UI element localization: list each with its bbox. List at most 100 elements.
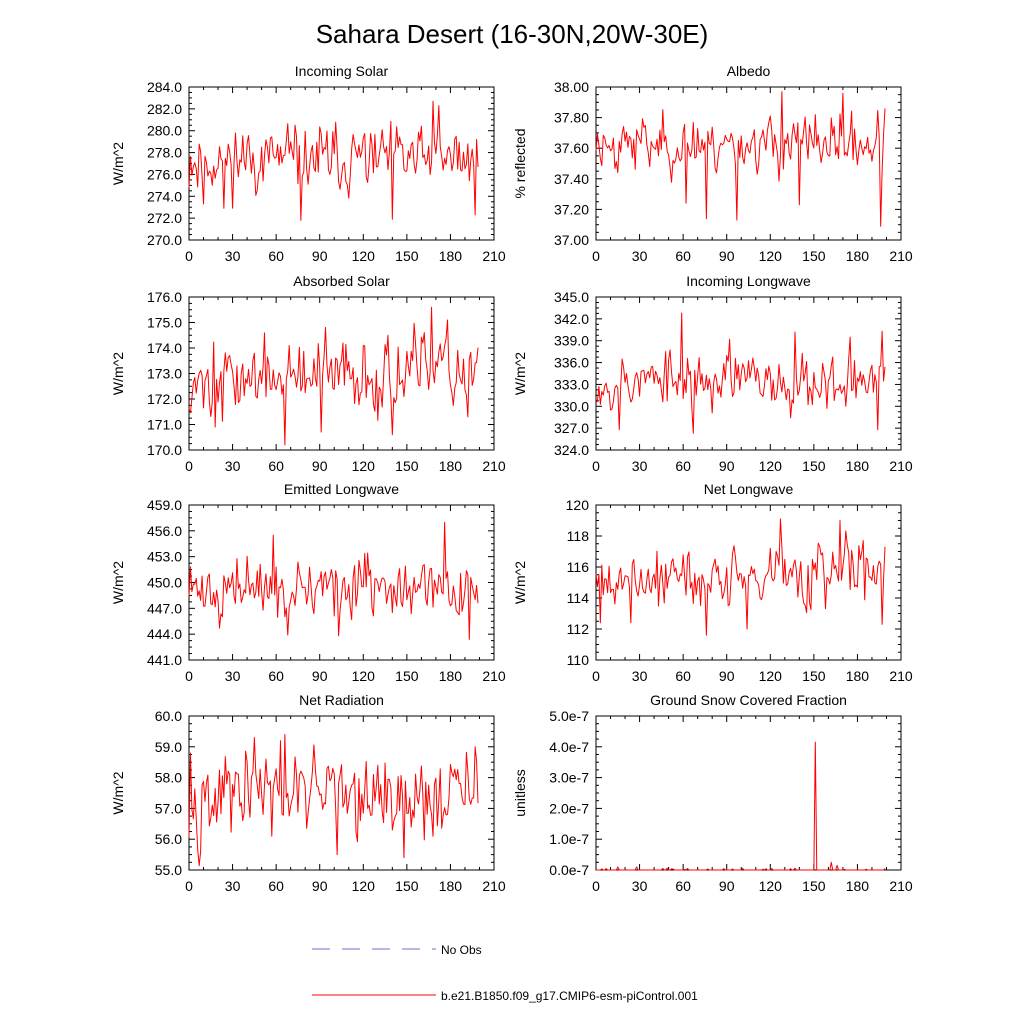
x-tick-label: 210 (482, 458, 506, 474)
panel-albedo: Albedo 0 30 60 90 120 150 180 210 37.00 37.20 37.40… (512, 63, 913, 264)
panel-title: Incoming Longwave (686, 273, 811, 289)
y-tick-label: 4.0e-7 (549, 739, 589, 755)
x-tick-label: 210 (482, 668, 506, 684)
y-tick-label: 342.0 (554, 311, 589, 327)
x-tick-label: 90 (719, 458, 735, 474)
x-tick-label: 150 (395, 458, 419, 474)
x-tick-label: 0 (185, 668, 193, 684)
x-tick-label: 210 (482, 878, 506, 894)
x-tick-label: 0 (185, 248, 193, 264)
plot-frame (188, 86, 495, 241)
y-tick-label: 171.0 (147, 417, 182, 433)
x-tick-label: 60 (675, 248, 691, 264)
x-tick-label: 30 (225, 878, 241, 894)
x-tick-label: 0 (592, 878, 600, 894)
x-tick-label: 150 (395, 668, 419, 684)
y-tick-label: 118 (567, 528, 590, 544)
series-line-model (188, 100, 479, 221)
y-tick-label: 57.0 (155, 800, 182, 816)
y-tick-label: 274.0 (147, 188, 182, 204)
plot-frame (595, 86, 902, 241)
y-tick-label: 1.0e-7 (549, 831, 589, 847)
y-tick-label: 37.40 (554, 171, 589, 187)
x-tick-label: 90 (312, 458, 328, 474)
x-tick-label: 90 (312, 878, 328, 894)
x-tick-label: 210 (889, 878, 913, 894)
panel-incoming-longwave: Incoming Longwave 0 30 60 90 120 150 180 210 324.… (512, 273, 913, 474)
x-tick-label: 150 (802, 878, 826, 894)
legend-label-no-obs: No Obs (441, 943, 482, 957)
x-tick-label: 0 (592, 668, 600, 684)
y-tick-label: 276.0 (147, 166, 182, 182)
x-tick-label: 30 (225, 668, 241, 684)
x-tick-label: 60 (268, 458, 284, 474)
x-tick-label: 180 (846, 458, 870, 474)
y-tick-label: 173.0 (147, 366, 182, 382)
x-tick-label: 150 (802, 248, 826, 264)
y-tick-label: 174.0 (147, 340, 182, 356)
y-tick-label: 112 (567, 621, 590, 637)
series-line-model (188, 521, 479, 640)
plot-frame (595, 715, 902, 871)
y-tick-label: 60.0 (155, 708, 182, 724)
y-tick-label: 110 (567, 652, 590, 668)
y-tick-label: 441.0 (147, 652, 182, 668)
panel-net-longwave: Net Longwave 0 30 60 90 120 150 180 210 110 112 114… (512, 481, 913, 684)
panel-title: Net Radiation (299, 692, 384, 708)
panel-title: Net Longwave (704, 481, 794, 497)
x-tick-label: 120 (352, 668, 376, 684)
y-tick-label: 37.00 (554, 232, 589, 248)
y-axis-label: W/m^2 (110, 561, 126, 604)
y-tick-label: 272.0 (147, 210, 182, 226)
series-line-model (595, 518, 886, 636)
x-tick-label: 90 (719, 668, 735, 684)
y-axis-label: W/m^2 (110, 142, 126, 185)
x-tick-label: 120 (352, 248, 376, 264)
x-tick-label: 150 (395, 248, 419, 264)
series-line-model (596, 741, 886, 871)
x-tick-label: 210 (889, 248, 913, 264)
plot-frame (188, 296, 495, 451)
x-tick-label: 0 (592, 458, 600, 474)
y-tick-label: 2.0e-7 (549, 800, 589, 816)
x-tick-label: 60 (675, 878, 691, 894)
y-tick-label: 176.0 (147, 289, 182, 305)
panel-incoming-solar: Incoming Solar 0 30 60 90 120 150 180 210 270.0 27… (110, 63, 506, 264)
y-tick-label: 55.0 (155, 862, 182, 878)
y-tick-label: 120 (566, 497, 590, 513)
y-tick-label: 37.20 (554, 201, 589, 217)
y-tick-label: 5.0e-7 (549, 708, 589, 724)
panel-absorbed-solar: Absorbed Solar 0 30 60 90 120 150 180 210 170.0 17… (110, 273, 506, 474)
x-tick-label: 60 (268, 668, 284, 684)
x-tick-label: 180 (439, 248, 463, 264)
y-tick-label: 38.00 (554, 79, 589, 95)
x-tick-label: 120 (759, 668, 783, 684)
y-tick-label: 284.0 (147, 79, 182, 95)
x-tick-label: 180 (439, 878, 463, 894)
x-tick-label: 210 (889, 458, 913, 474)
series-line-model (188, 733, 479, 867)
y-tick-label: 339.0 (554, 333, 589, 349)
y-tick-label: 56.0 (155, 831, 182, 847)
y-tick-label: 444.0 (147, 626, 182, 642)
series-line-model (595, 312, 886, 434)
y-tick-label: 324.0 (554, 442, 589, 458)
x-tick-label: 210 (482, 248, 506, 264)
x-tick-label: 120 (759, 458, 783, 474)
y-tick-label: 37.60 (554, 140, 589, 156)
legend-label-model: b.e21.B1850.f09_g17.CMIP6-esm-piControl.… (441, 989, 698, 1003)
x-tick-label: 90 (719, 878, 735, 894)
x-tick-label: 90 (719, 248, 735, 264)
x-tick-label: 60 (675, 668, 691, 684)
y-tick-label: 450.0 (147, 575, 182, 591)
x-tick-label: 0 (185, 458, 193, 474)
x-tick-label: 120 (759, 248, 783, 264)
panel-net-radiation: Net Radiation 0 30 60 90 120 150 180 210 55.0 56.0… (110, 692, 506, 894)
x-tick-label: 120 (352, 878, 376, 894)
y-axis-label: W/m^2 (110, 352, 126, 395)
panel-title: Absorbed Solar (293, 273, 390, 289)
x-tick-label: 30 (632, 668, 648, 684)
y-tick-label: 333.0 (554, 376, 589, 392)
x-tick-label: 180 (846, 668, 870, 684)
